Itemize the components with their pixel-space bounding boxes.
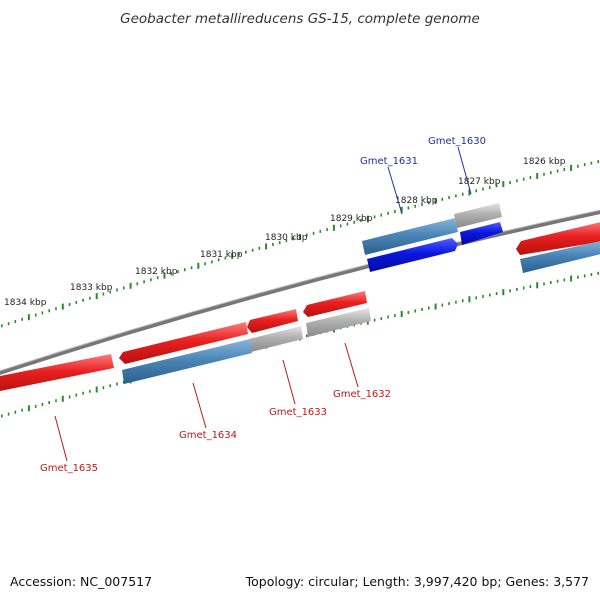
gene-gmet-1633-cds[interactable] xyxy=(247,309,298,333)
gene-gmet-1632-grey[interactable] xyxy=(306,308,371,337)
gene-gmet-1634-rna[interactable] xyxy=(122,339,252,384)
gene-right-edge-rna[interactable] xyxy=(520,240,600,273)
gene-gmet-1632[interactable] xyxy=(303,291,371,337)
gene-gmet-1633[interactable] xyxy=(247,309,303,352)
gene-gmet-1635-cds[interactable] xyxy=(0,354,114,393)
genome-backbone-highlight xyxy=(0,209,600,372)
genome-backbone xyxy=(0,210,600,375)
ruler-label-1829: 1829 kbp xyxy=(330,214,373,224)
gene-gmet-1634[interactable] xyxy=(119,322,252,384)
label-leaders xyxy=(54,146,472,462)
ruler-label-1833: 1833 kbp xyxy=(70,283,113,293)
gene-label-gmet-1633[interactable]: Gmet_1633 xyxy=(269,407,327,418)
gene-gmet-1630-grey[interactable] xyxy=(454,203,502,228)
ruler-label-1827: 1827 kbp xyxy=(458,177,501,187)
gene-gmet-1631-rna[interactable] xyxy=(362,218,458,255)
gene-gmet-1630-cds[interactable] xyxy=(460,222,503,245)
gene-gmet-1632-cds[interactable] xyxy=(303,291,367,317)
ruler-label-1831: 1831 kbp xyxy=(200,250,243,260)
gene-right-edge-cds[interactable] xyxy=(516,221,600,255)
ruler-label-1832: 1832 kbp xyxy=(135,267,178,277)
ruler-label-1828: 1828 kbp xyxy=(395,196,438,206)
gene-label-gmet-1631[interactable]: Gmet_1631 xyxy=(360,156,418,167)
accession-text: Accession: NC_007517 xyxy=(10,574,152,589)
gene-gmet-1631[interactable] xyxy=(362,218,458,272)
gene-label-gmet-1634[interactable]: Gmet_1634 xyxy=(179,430,237,441)
gene-label-gmet-1632[interactable]: Gmet_1632 xyxy=(333,389,391,400)
ruler-label-1834: 1834 kbp xyxy=(4,298,47,308)
ruler-label-1830: 1830 kbp xyxy=(265,233,308,243)
gene-right-edge[interactable] xyxy=(516,221,600,273)
gene-label-gmet-1635[interactable]: Gmet_1635 xyxy=(40,463,98,474)
gene-gmet-1634-cds[interactable] xyxy=(119,322,248,364)
ruler-ticks xyxy=(0,160,600,328)
gene-gmet-1631-cds[interactable] xyxy=(367,238,458,272)
gene-gmet-1635[interactable] xyxy=(0,354,114,393)
gene-gmet-1633-grey[interactable] xyxy=(249,326,303,352)
ruler: 1834 kbp 1833 kbp 1832 kbp 1831 kbp 1830… xyxy=(0,157,600,418)
genome-summary-text: Topology: circular; Length: 3,997,420 bp… xyxy=(245,574,589,589)
map-title: Geobacter metallireducens GS-15, complet… xyxy=(120,11,480,27)
gene-label-gmet-1630[interactable]: Gmet_1630 xyxy=(428,136,486,147)
gene-gmet-1630[interactable] xyxy=(454,203,503,245)
ruler-label-1826: 1826 kbp xyxy=(523,157,566,167)
